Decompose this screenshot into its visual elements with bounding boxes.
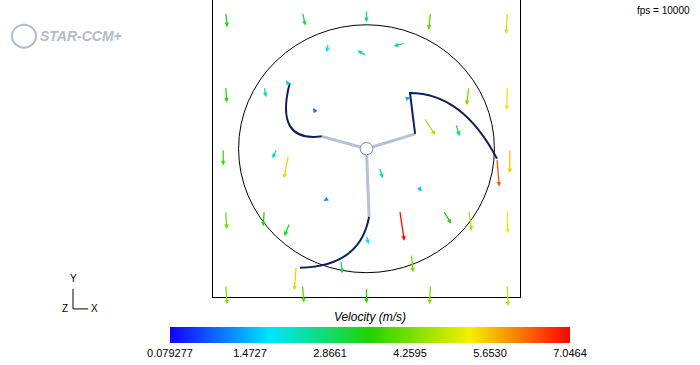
svg-text:4.2595: 4.2595 (393, 347, 427, 359)
svg-text:Velocity (m/s): Velocity (m/s) (334, 310, 406, 324)
svg-text:2.8661: 2.8661 (313, 347, 347, 359)
svg-text:STAR-CCM+: STAR-CCM+ (40, 28, 122, 44)
svg-text:1.4727: 1.4727 (233, 347, 267, 359)
svg-text:fps = 10000: fps = 10000 (637, 5, 690, 16)
svg-text:Z: Z (62, 303, 68, 314)
svg-text:0.079277: 0.079277 (147, 347, 193, 359)
svg-text:Y: Y (70, 273, 77, 284)
svg-text:5.6530: 5.6530 (473, 347, 507, 359)
svg-text:X: X (91, 303, 98, 314)
svg-text:7.0464: 7.0464 (553, 347, 587, 359)
